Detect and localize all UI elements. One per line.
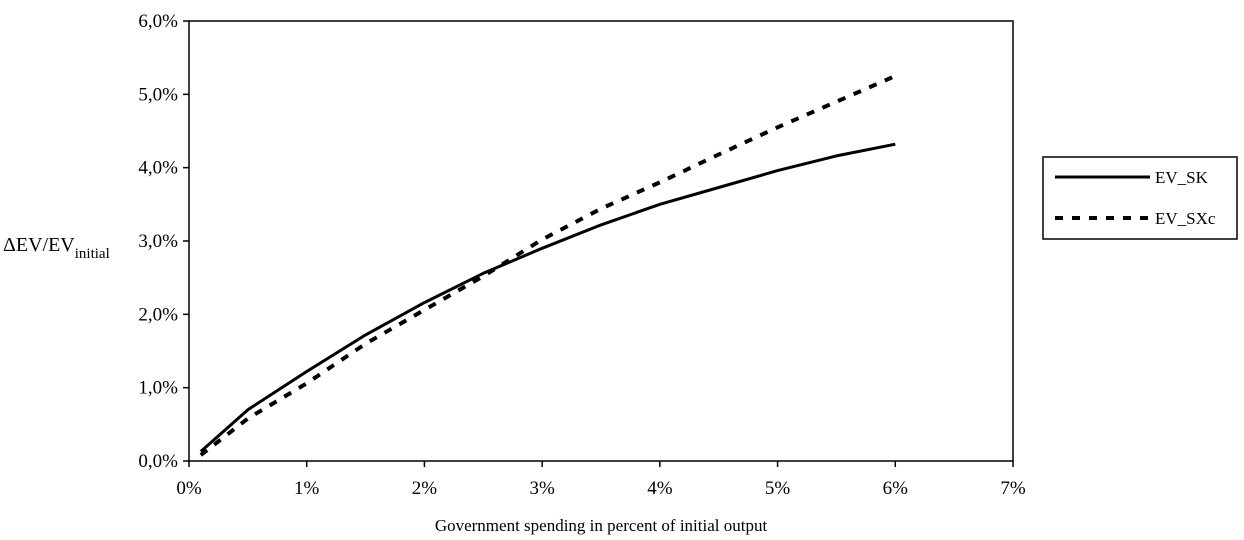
series-line-ev-sxc [199, 74, 897, 457]
y-axis-title-main: ΔEV/EV [3, 234, 75, 256]
x-tick-label: 6% [883, 478, 909, 499]
y-tick-label: 5,0% [138, 84, 178, 105]
legend-label-ev-sxc: EV_SXc [1155, 209, 1216, 228]
x-tick-label: 3% [529, 478, 555, 499]
y-tick-label: 3,0% [138, 231, 178, 252]
x-tick-label: 2% [412, 478, 438, 499]
x-tick-label: 4% [647, 478, 673, 499]
x-axis-title: Government spending in percent of initia… [435, 516, 768, 535]
y-tick-label: 2,0% [138, 304, 178, 325]
x-tick-label: 7% [1000, 478, 1026, 499]
plot-area [188, 20, 1014, 462]
x-tick-label: 1% [294, 478, 320, 499]
y-axis-title: ΔEV/EVinitial [3, 234, 110, 262]
y-tick-label: 0,0% [138, 451, 178, 472]
series-layer [199, 74, 897, 457]
legend-label-ev-sk: EV_SK [1155, 168, 1209, 187]
y-axis-ticks: 0,0% 1,0% 2,0% 3,0% 4,0% 5,0% 6,0% [138, 11, 189, 472]
y-tick-label: 1,0% [138, 378, 178, 399]
series-line-ev-sk [199, 142, 896, 453]
legend: EV_SK EV_SXc [1042, 156, 1238, 240]
y-tick-label: 4,0% [138, 158, 178, 179]
x-tick-label: 0% [176, 478, 202, 499]
x-tick-label: 5% [765, 478, 791, 499]
y-tick-label: 6,0% [138, 11, 178, 32]
y-axis-title-sub: initial [75, 246, 110, 262]
legend-box [1042, 156, 1238, 240]
x-axis-ticks: 0% 1% 2% 3% 4% 5% 6% 7% [176, 461, 1026, 499]
